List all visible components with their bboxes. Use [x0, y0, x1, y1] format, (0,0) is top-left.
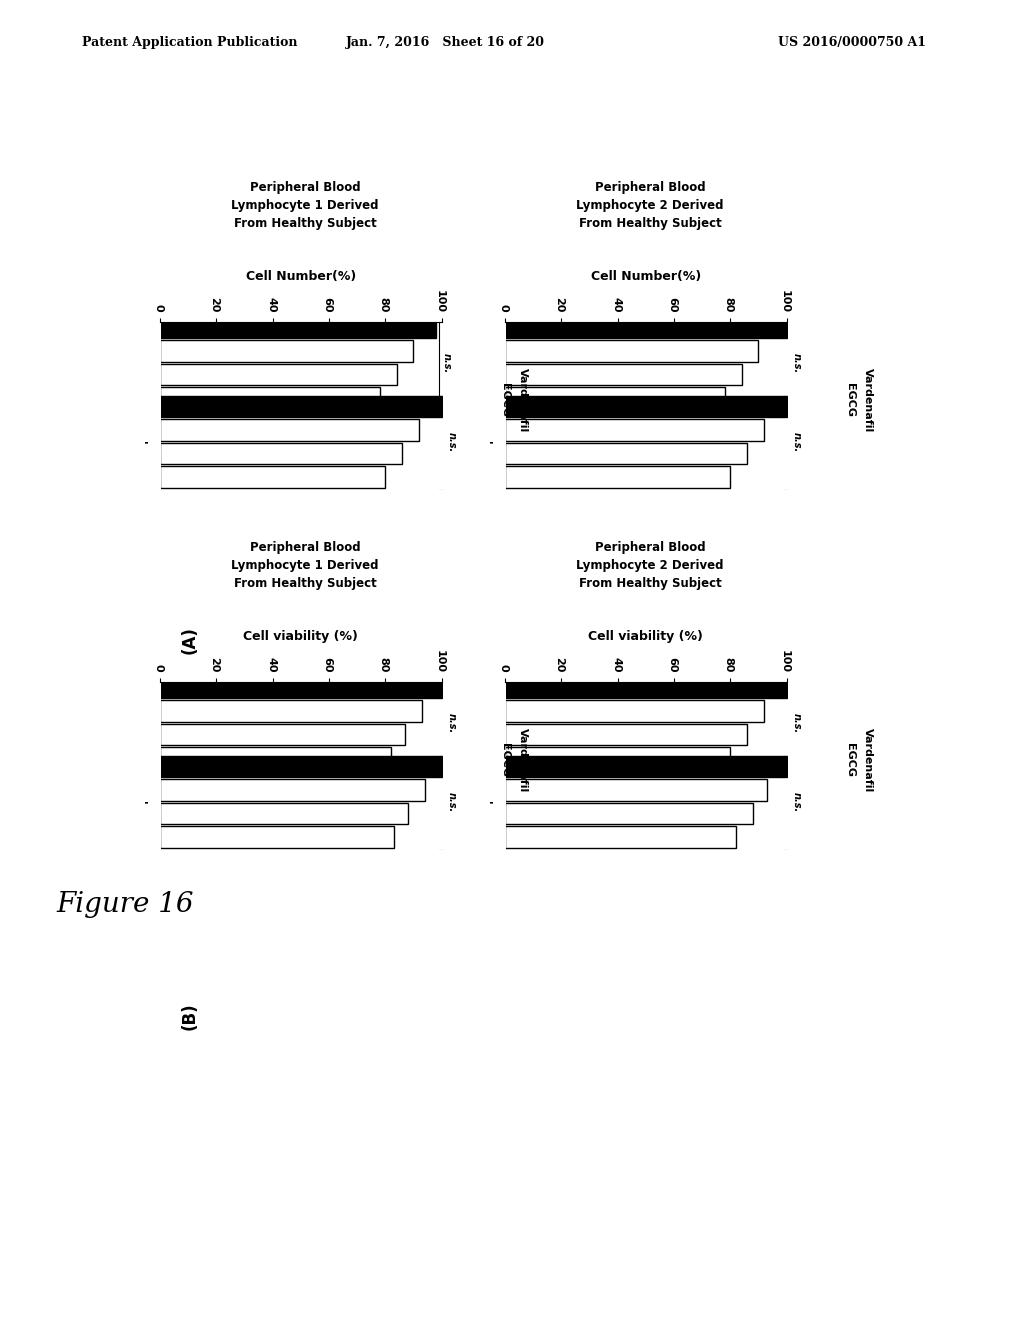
Text: From Healthy Subject: From Healthy Subject	[579, 216, 721, 230]
Text: Lymphocyte 1 Derived: Lymphocyte 1 Derived	[231, 558, 379, 572]
Text: EGCG: EGCG	[845, 743, 855, 777]
Text: EGCG: EGCG	[500, 743, 510, 777]
Text: Figure 16: Figure 16	[56, 891, 194, 917]
Text: EGCG: EGCG	[845, 383, 855, 417]
Text: US 2016/0000750 A1: US 2016/0000750 A1	[778, 36, 927, 49]
Text: Peripheral Blood: Peripheral Blood	[595, 181, 706, 194]
Text: Peripheral Blood: Peripheral Blood	[595, 541, 706, 554]
Text: Vardenafil: Vardenafil	[518, 368, 528, 432]
Text: From Healthy Subject: From Healthy Subject	[233, 216, 377, 230]
Text: Lymphocyte 1 Derived: Lymphocyte 1 Derived	[231, 199, 379, 213]
Text: Lymphocyte 2 Derived: Lymphocyte 2 Derived	[577, 199, 724, 213]
Text: Vardenafil: Vardenafil	[518, 727, 528, 792]
Text: (A): (A)	[180, 626, 199, 655]
Text: Lymphocyte 2 Derived: Lymphocyte 2 Derived	[577, 558, 724, 572]
Text: Peripheral Blood: Peripheral Blood	[250, 181, 360, 194]
Text: Vardenafil: Vardenafil	[863, 368, 873, 432]
Text: Patent Application Publication: Patent Application Publication	[82, 36, 297, 49]
Text: EGCG: EGCG	[500, 383, 510, 417]
Text: Vardenafil: Vardenafil	[863, 727, 873, 792]
Text: From Healthy Subject: From Healthy Subject	[233, 577, 377, 590]
Text: Peripheral Blood: Peripheral Blood	[250, 541, 360, 554]
Text: (B): (B)	[180, 1003, 199, 1030]
Text: Jan. 7, 2016   Sheet 16 of 20: Jan. 7, 2016 Sheet 16 of 20	[346, 36, 545, 49]
Text: From Healthy Subject: From Healthy Subject	[579, 577, 721, 590]
